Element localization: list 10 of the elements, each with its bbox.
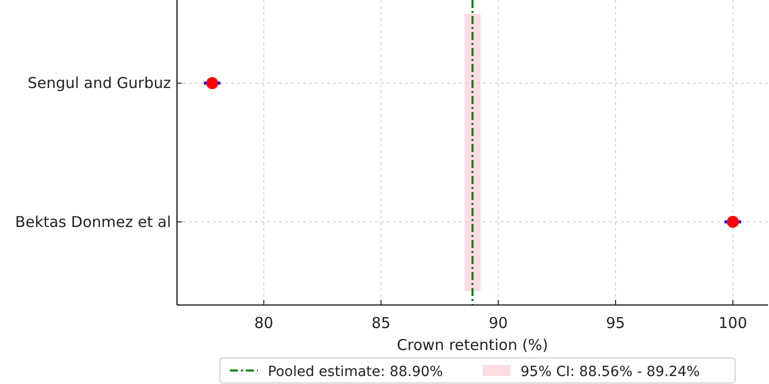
x-tick-label: 90 — [488, 314, 508, 332]
x-tick-label: 95 — [606, 314, 626, 332]
x-tick-label: 80 — [254, 314, 274, 332]
legend-label: Pooled estimate: 88.90% — [268, 364, 443, 380]
x-axis-title: Crown retention (%) — [396, 336, 548, 354]
legend-label: 95% CI: 88.56% - 89.24% — [520, 364, 700, 380]
y-tick-label: Sengul and Gurbuz — [28, 74, 172, 92]
x-tick-label: 85 — [371, 314, 391, 332]
x-tick-label: 100 — [718, 314, 748, 332]
y-tick-label: Bektas Donmez et al — [15, 212, 171, 231]
